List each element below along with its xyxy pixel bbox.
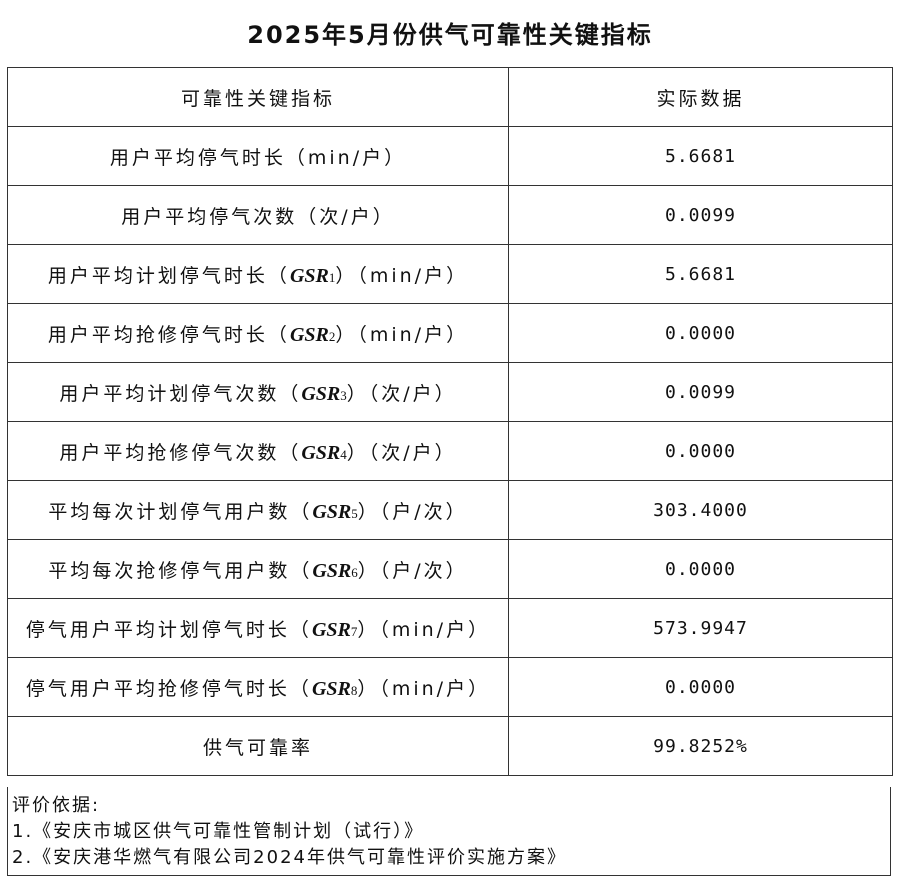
- gsr-subscript: 7: [350, 623, 358, 639]
- gsr-code: GSR: [301, 441, 341, 464]
- unit-text: ）（min/户）: [335, 264, 469, 287]
- table-row: 用户平均停气次数（次/户） 0.0099: [7, 185, 893, 245]
- table-row: 用户平均停气时长（min/户） 5.6681: [7, 126, 893, 186]
- gsr-subscript: 1: [328, 269, 336, 285]
- table-row: 用户平均计划停气时长（GSR1）（min/户） 5.6681: [7, 244, 893, 304]
- table-row: 平均每次计划停气用户数（GSR5）（户/次） 303.4000: [7, 480, 893, 540]
- table-row: 用户平均计划停气次数（GSR3）（次/户） 0.0099: [7, 362, 893, 422]
- indicator-value: 0.0000: [508, 303, 893, 363]
- indicator-value: 0.0099: [508, 362, 893, 422]
- indicator-value: 5.6681: [508, 126, 893, 186]
- indicator-label: 平均每次抢修停气用户数（GSR6）（户/次）: [7, 539, 509, 599]
- gsr-subscript: 2: [328, 328, 336, 344]
- indicator-label: 用户平均计划停气次数（GSR3）（次/户）: [7, 362, 509, 422]
- unit-text: （min/户）: [285, 146, 407, 169]
- indicator-value: 99.8252%: [508, 716, 893, 776]
- indicator-label: 用户平均停气次数（次/户）: [7, 185, 509, 245]
- unit-text: ）（次/户）: [346, 382, 457, 405]
- indicator-label: 用户平均抢修停气次数（GSR4）（次/户）: [7, 421, 509, 481]
- indicator-value: 0.0000: [508, 421, 893, 481]
- label-text: 停气用户平均计划停气时长（: [25, 618, 312, 641]
- indicator-label: 用户平均停气时长（min/户）: [7, 126, 509, 186]
- evaluation-notes: 评价依据: 1.《安庆市城区供气可靠性管制计划（试行）》 2.《安庆港华燃气有限…: [7, 787, 891, 876]
- table-row: 用户平均抢修停气时长（GSR2）（min/户） 0.0000: [7, 303, 893, 363]
- label-text: 用户平均抢修停气次数（: [59, 441, 302, 464]
- table-row: 用户平均抢修停气次数（GSR4）（次/户） 0.0000: [7, 421, 893, 481]
- gsr-subscript: 4: [340, 446, 347, 462]
- gsr-code: GSR: [289, 264, 329, 287]
- label-text: 用户平均停气时长: [109, 146, 286, 169]
- table-row: 停气用户平均计划停气时长（GSR7）（min/户） 573.9947: [7, 598, 893, 658]
- label-text: 用户平均停气次数: [121, 205, 298, 228]
- label-text: 用户平均抢修停气时长（: [47, 323, 290, 346]
- header-indicator: 可靠性关键指标: [7, 67, 509, 127]
- indicator-label: 停气用户平均抢修停气时长（GSR8）（min/户）: [7, 657, 509, 717]
- gsr-code: GSR: [312, 500, 352, 523]
- label-text: 平均每次抢修停气用户数（: [48, 559, 313, 582]
- label-text: 用户平均计划停气次数（: [59, 382, 302, 405]
- gsr-code: GSR: [311, 677, 351, 700]
- label-text: 平均每次计划停气用户数（: [48, 500, 313, 523]
- indicator-value: 0.0000: [508, 657, 893, 717]
- notes-heading: 评价依据:: [12, 795, 101, 816]
- indicator-label: 供气可靠率: [7, 716, 509, 776]
- unit-text: ）（min/户）: [357, 677, 491, 700]
- gsr-code: GSR: [312, 559, 352, 582]
- label-text: 用户平均计划停气时长（: [47, 264, 290, 287]
- note-item: 2.《安庆港华燃气有限公司2024年供气可靠性评价实施方案》: [12, 847, 567, 868]
- gsr-code: GSR: [301, 382, 341, 405]
- label-text: 供气可靠率: [202, 736, 313, 759]
- unit-text: ）（户/次）: [357, 500, 468, 523]
- unit-text: ）（次/户）: [346, 441, 457, 464]
- unit-text: ）（户/次）: [357, 559, 468, 582]
- indicator-label: 用户平均抢修停气时长（GSR2）（min/户）: [7, 303, 509, 363]
- unit-text: （次/户）: [297, 205, 395, 228]
- gsr-code: GSR: [289, 323, 329, 346]
- gsr-subscript: 6: [351, 564, 358, 580]
- indicator-label: 平均每次计划停气用户数（GSR5）（户/次）: [7, 480, 509, 540]
- gsr-subscript: 3: [340, 387, 347, 403]
- header-value: 实际数据: [508, 67, 893, 127]
- page-title: 2025年5月份供气可靠性关键指标: [247, 21, 653, 49]
- indicator-value: 573.9947: [508, 598, 893, 658]
- unit-text: ）（min/户）: [335, 323, 469, 346]
- table-row: 供气可靠率 99.8252%: [7, 716, 893, 776]
- unit-text: ）（min/户）: [357, 618, 491, 641]
- table-row: 平均每次抢修停气用户数（GSR6）（户/次） 0.0000: [7, 539, 893, 599]
- indicator-value: 303.4000: [508, 480, 893, 540]
- indicator-label: 用户平均计划停气时长（GSR1）（min/户）: [7, 244, 509, 304]
- gsr-code: GSR: [311, 618, 351, 641]
- indicator-table: 可靠性关键指标 实际数据 用户平均停气时长（min/户） 5.6681 用户平均停气…: [7, 67, 893, 776]
- gsr-subscript: 8: [350, 682, 358, 698]
- gsr-subscript: 5: [351, 505, 358, 521]
- indicator-label: 停气用户平均计划停气时长（GSR7）（min/户）: [7, 598, 509, 658]
- indicator-value: 0.0000: [508, 539, 893, 599]
- indicator-value: 0.0099: [508, 185, 893, 245]
- table-header-row: 可靠性关键指标 实际数据: [7, 67, 893, 127]
- label-text: 停气用户平均抢修停气时长（: [25, 677, 312, 700]
- table-row: 停气用户平均抢修停气时长（GSR8）（min/户） 0.0000: [7, 657, 893, 717]
- indicator-value: 5.6681: [508, 244, 893, 304]
- note-item: 1.《安庆市城区供气可靠性管制计划（试行）》: [12, 821, 425, 842]
